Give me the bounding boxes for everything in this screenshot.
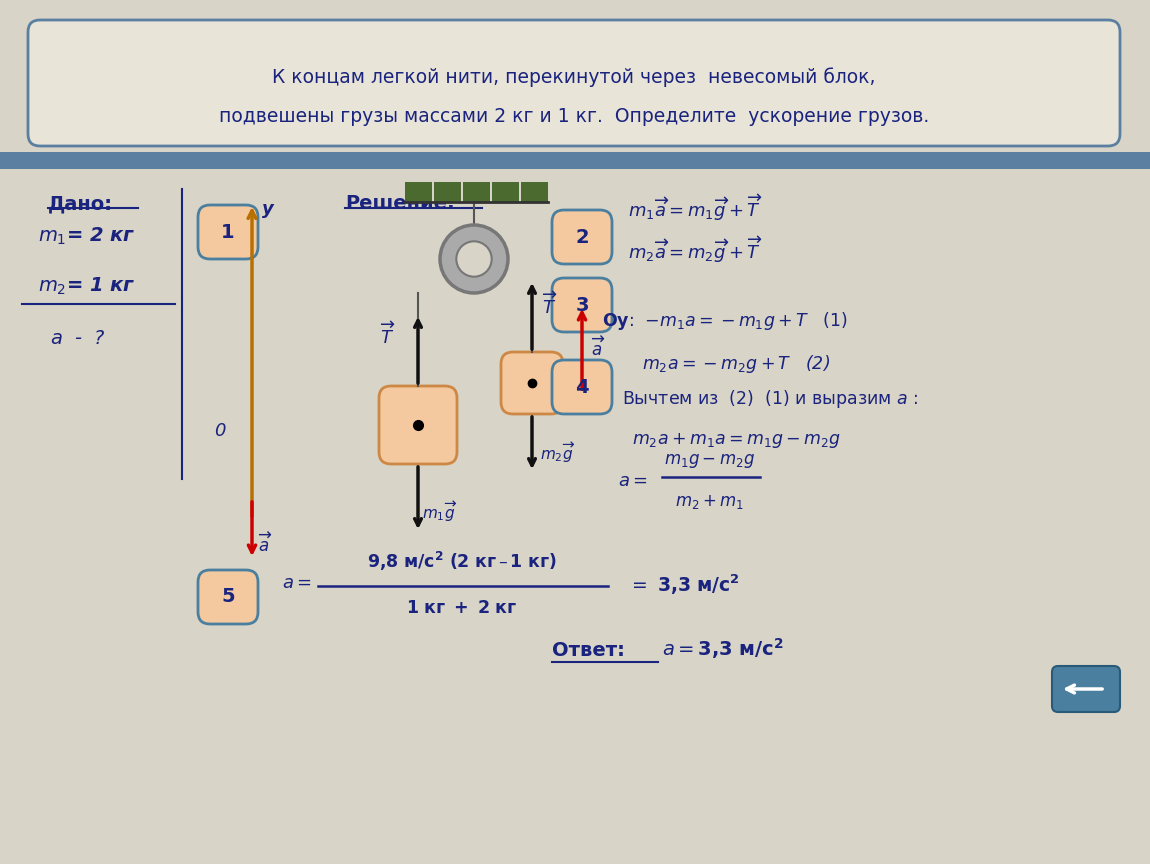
Bar	[521, 182, 549, 202]
Text: $\mathbf{9{,}8\ м/с^2\ (2\ кг\,–\,1\ кг)}$: $\mathbf{9{,}8\ м/с^2\ (2\ кг\,–\,1\ кг)…	[367, 550, 557, 573]
Text: 3: 3	[575, 295, 589, 314]
Bar	[492, 182, 519, 202]
FancyBboxPatch shape	[198, 570, 258, 624]
Circle shape	[457, 241, 492, 276]
Text: $=\ \mathbf{3{,}3\ м/с^2}$: $=\ \mathbf{3{,}3\ м/с^2}$	[628, 573, 739, 597]
FancyBboxPatch shape	[380, 386, 457, 464]
Text: $m_2\overrightarrow{a} = m_2\overrightarrow{g} + \overrightarrow{T}$: $m_2\overrightarrow{a} = m_2\overrightar…	[628, 234, 762, 265]
FancyBboxPatch shape	[552, 210, 612, 264]
Text: $\boldsymbol{m_1}$= 2 кг: $\boldsymbol{m_1}$= 2 кг	[38, 226, 136, 247]
Text: $a =$: $a =$	[618, 472, 647, 490]
Text: $\mathbf{Оу}$:  $- m_1a = - m_1g + T$   (1): $\mathbf{Оу}$: $- m_1a = - m_1g + T$ (1)	[601, 310, 848, 332]
Text: $\overrightarrow{a}$: $\overrightarrow{a}$	[258, 532, 273, 556]
Text: Ответ:: Ответ:	[552, 641, 624, 660]
Text: Вычтем из  (2)  (1) и выразим $a$ :: Вычтем из (2) (1) и выразим $a$ :	[622, 388, 918, 410]
FancyBboxPatch shape	[552, 278, 612, 332]
FancyBboxPatch shape	[1052, 666, 1120, 712]
FancyBboxPatch shape	[28, 20, 1120, 146]
Text: $m_2a = - m_2g + T$   (2): $m_2a = - m_2g + T$ (2)	[642, 353, 830, 375]
FancyBboxPatch shape	[198, 205, 258, 259]
Text: 1: 1	[221, 223, 235, 242]
FancyBboxPatch shape	[501, 352, 564, 414]
Text: 4: 4	[575, 378, 589, 397]
Text: $m_1\overrightarrow{g}$: $m_1\overrightarrow{g}$	[422, 499, 458, 524]
Text: $m_1\overrightarrow{a} = m_1\overrightarrow{g} + \overrightarrow{T}$: $m_1\overrightarrow{a} = m_1\overrightar…	[628, 192, 762, 223]
Text: $a =$: $a =$	[282, 574, 312, 592]
Text: $\overrightarrow{T}$: $\overrightarrow{T}$	[542, 291, 558, 318]
Text: 5: 5	[221, 588, 235, 607]
Text: Решение:: Решение:	[345, 194, 454, 213]
Text: $m_2 + m_1$: $m_2 + m_1$	[675, 493, 744, 511]
Text: К концам легкой нити, перекинутой через  невесомый блок,: К концам легкой нити, перекинутой через …	[273, 67, 876, 87]
Text: $a = \mathbf{3{,}3\ м/с^2}$: $a = \mathbf{3{,}3\ м/с^2}$	[662, 636, 784, 661]
Text: $m_2\overrightarrow{g}$: $m_2\overrightarrow{g}$	[540, 441, 576, 465]
Text: $m_2a + m_1a = m_1g - m_2g$: $m_2a + m_1a = m_1g - m_2g$	[632, 431, 842, 450]
Bar	[0, 152, 1150, 169]
Text: y: y	[262, 200, 274, 218]
Text: Дано:: Дано:	[48, 194, 113, 213]
Bar	[463, 182, 490, 202]
Circle shape	[440, 225, 508, 293]
Text: $\boldsymbol{m_2}$= 1 кг: $\boldsymbol{m_2}$= 1 кг	[38, 276, 136, 297]
Text: 0: 0	[214, 422, 225, 440]
Text: $\mathbf{1\ кг\ +\ 2\ кг}$: $\mathbf{1\ кг\ +\ 2\ кг}$	[406, 599, 518, 617]
Bar	[434, 182, 461, 202]
Text: подвешены грузы массами 2 кг и 1 кг.  Определите  ускорение грузов.: подвешены грузы массами 2 кг и 1 кг. Опр…	[218, 106, 929, 125]
Text: $\overrightarrow{T}$: $\overrightarrow{T}$	[380, 321, 396, 348]
Text: $m_1g - m_2g$: $m_1g - m_2g$	[665, 452, 756, 470]
Text: 2: 2	[575, 227, 589, 246]
FancyBboxPatch shape	[552, 360, 612, 414]
Text: $a$  -  ?: $a$ - ?	[49, 329, 106, 348]
Text: $\overrightarrow{a}$: $\overrightarrow{a}$	[591, 337, 606, 360]
Bar	[405, 182, 432, 202]
